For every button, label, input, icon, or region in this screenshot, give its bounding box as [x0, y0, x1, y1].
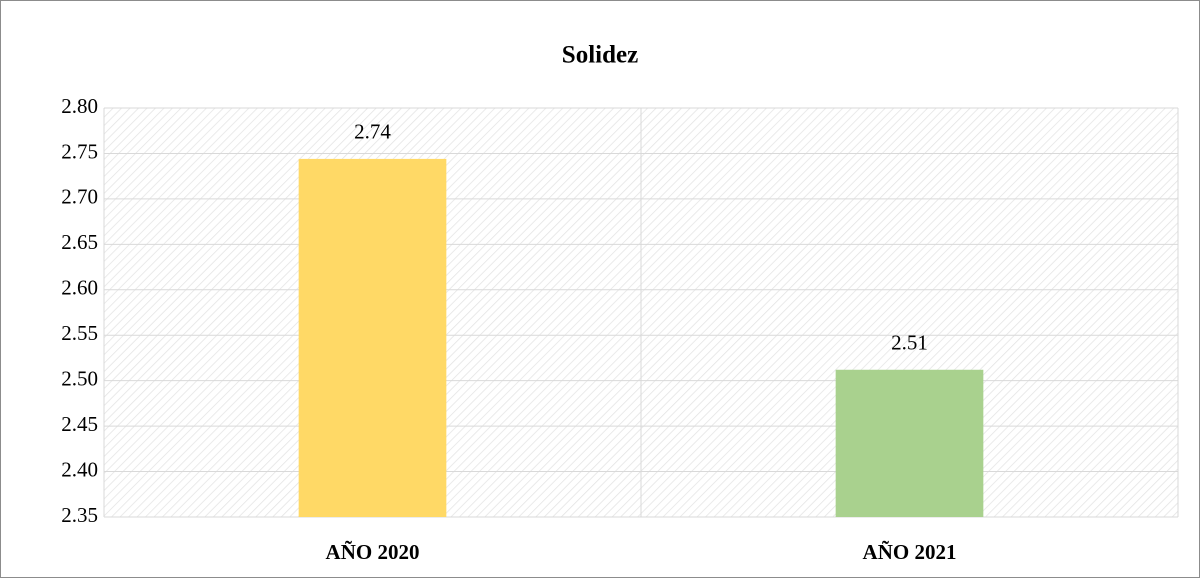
chart-title: Solidez [562, 42, 638, 69]
bar [298, 158, 447, 518]
y-tick-label: 2.75 [61, 139, 98, 163]
y-tick-label: 2.55 [61, 321, 98, 345]
y-tick-label: 2.80 [61, 94, 98, 118]
x-tick-label: AÑO 2021 [863, 540, 957, 564]
y-tick-label: 2.35 [61, 503, 98, 527]
y-tick-label: 2.45 [61, 412, 98, 436]
bar [835, 369, 984, 517]
y-tick-label: 2.65 [61, 230, 98, 254]
y-tick-label: 2.70 [61, 185, 98, 209]
data-label: 2.51 [891, 331, 928, 355]
y-tick-label: 2.60 [61, 276, 98, 300]
data-label: 2.74 [354, 120, 391, 144]
y-tick-label: 2.40 [61, 457, 98, 481]
x-tick-label: AÑO 2020 [326, 540, 420, 564]
y-tick-label: 2.50 [61, 366, 98, 390]
